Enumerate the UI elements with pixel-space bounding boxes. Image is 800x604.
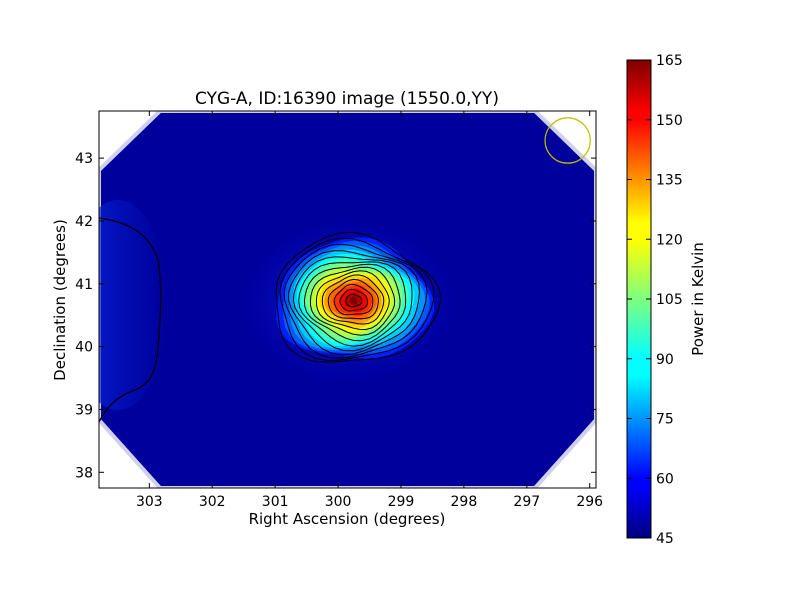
- y-tick-label: 39: [75, 402, 93, 418]
- left-emission-region: [99, 200, 168, 410]
- contour-line: [275, 231, 442, 363]
- y-axis: 38 39 40 41 42 43: [75, 151, 596, 481]
- plot-frame: [98, 110, 597, 489]
- colorbar-tick-label: 105: [656, 292, 683, 308]
- y-tick-label: 41: [75, 277, 93, 293]
- colorbar-tick-label: 150: [656, 113, 683, 129]
- contour-line: [339, 288, 369, 312]
- x-tick-label: 301: [262, 494, 289, 510]
- y-tick-label: 43: [75, 151, 93, 167]
- colorbar-tick-label: 135: [656, 173, 683, 189]
- colorbar-tick-label: 60: [656, 471, 674, 487]
- contour-line: [327, 278, 379, 320]
- beam-circle: [544, 117, 591, 164]
- colorbar-tick-label: 120: [656, 232, 683, 248]
- colorbar-tick-label: 90: [656, 352, 674, 368]
- y-tick-label: 38: [75, 465, 93, 481]
- contour-line: [279, 237, 435, 362]
- plot-area: [99, 111, 596, 488]
- colorbar-tick-label: 75: [656, 412, 674, 428]
- x-tick-label: 298: [451, 494, 478, 510]
- y-axis-label: Declination (degrees): [51, 219, 69, 381]
- contour-line: [345, 293, 363, 308]
- x-axis: 303 302 301 300 299 298 297 296: [136, 111, 603, 510]
- contour-line: [315, 270, 390, 331]
- colorbar: 45 60 75 90 105 120 135 150 165 Power in Kelvin: [626, 53, 707, 547]
- colorbar-tick-label: 45: [656, 531, 674, 547]
- x-tick-label: 296: [576, 494, 603, 510]
- contour-line: [288, 250, 420, 356]
- y-tick-label: 42: [75, 214, 93, 230]
- contour-lines: [275, 231, 442, 363]
- x-tick-label: 302: [199, 494, 226, 510]
- contour-line: [298, 261, 407, 347]
- contour-line: [309, 266, 396, 336]
- colorbar-label: Power in Kelvin: [689, 242, 707, 356]
- contour-line: [283, 243, 428, 359]
- contour-line: [321, 274, 385, 325]
- contour-line: [292, 256, 413, 352]
- left-contour: [99, 217, 162, 423]
- colorbar-ticks: 45 60 75 90 105 120 135 150 165: [627, 53, 683, 547]
- contour-line: [333, 283, 374, 316]
- x-axis-label: Right Ascension (degrees): [249, 510, 446, 528]
- emission-level: [349, 296, 358, 305]
- chart-title: CYG-A, ID:16390 image (1550.0,YY): [195, 89, 499, 109]
- x-tick-label: 299: [388, 494, 415, 510]
- contour-line: [303, 263, 401, 342]
- x-tick-label: 303: [136, 494, 163, 510]
- x-tick-label: 297: [513, 494, 540, 510]
- colorbar-tick-label: 165: [656, 53, 683, 69]
- y-tick-label: 40: [75, 340, 93, 356]
- x-tick-label: 300: [325, 494, 352, 510]
